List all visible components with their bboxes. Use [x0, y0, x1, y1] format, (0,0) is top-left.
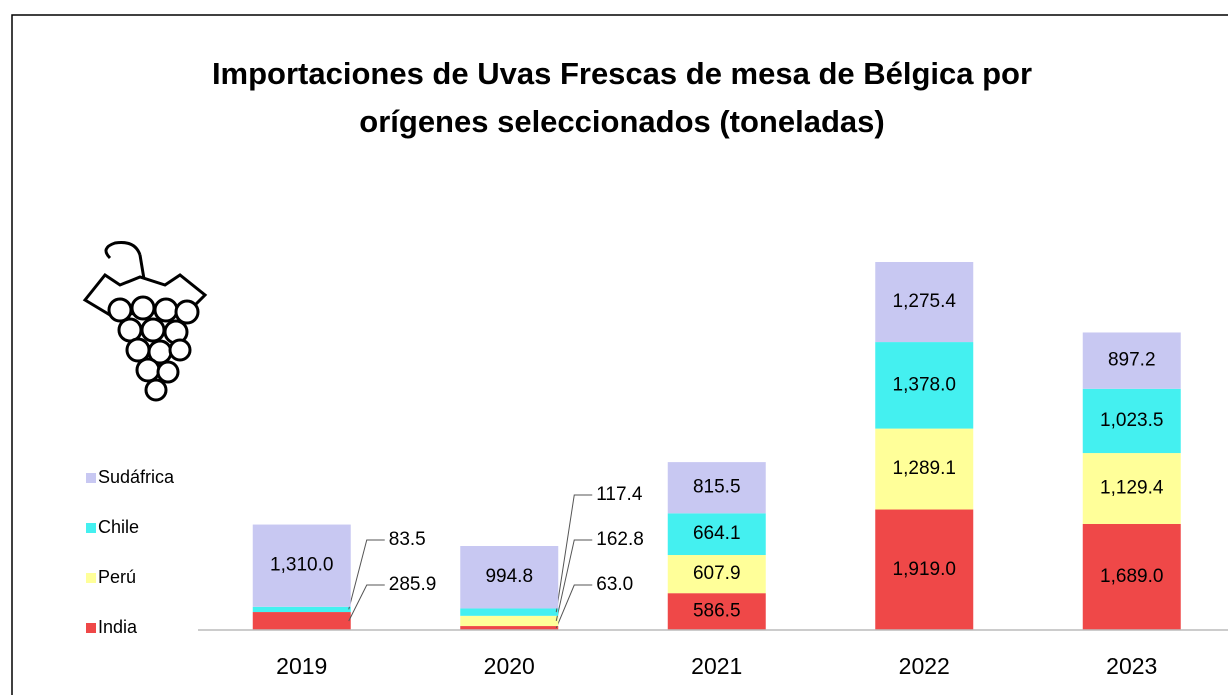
data-label: 162.8	[596, 529, 644, 550]
bar-segment	[667, 593, 766, 630]
data-label: 1,129.4	[1100, 478, 1164, 499]
x-tick-label: 2021	[691, 653, 742, 679]
chart-title: Importaciones de Uvas Frescas de mesa de…	[212, 56, 1032, 91]
bar-segment	[460, 626, 559, 630]
chart-title: orígenes seleccionados (toneladas)	[359, 104, 884, 139]
bar-segment	[252, 524, 351, 607]
bar-segment	[875, 262, 974, 343]
data-label: 1,023.5	[1100, 410, 1163, 431]
data-label: 1,689.0	[1100, 566, 1163, 587]
data-label: 897.2	[1108, 350, 1156, 371]
data-label: 994.8	[485, 566, 533, 587]
data-label: 1,289.1	[893, 458, 956, 479]
bar-segment	[875, 509, 974, 630]
data-label: 117.4	[596, 484, 643, 505]
bar-segment	[667, 462, 766, 514]
bar-segment	[460, 608, 559, 616]
legend-label: Perú	[98, 567, 136, 587]
bar-segment	[667, 555, 766, 594]
data-label: 1,378.0	[893, 374, 956, 395]
bar-segment	[1082, 453, 1181, 524]
x-tick-label: 2020	[484, 653, 535, 679]
data-label: 63.0	[596, 574, 633, 595]
data-label: 607.9	[693, 563, 741, 584]
bar-segment	[460, 615, 559, 627]
x-tick-label: 2019	[276, 653, 327, 679]
bar-segment	[1082, 332, 1181, 389]
data-label: 285.9	[389, 574, 437, 595]
legend-label: India	[98, 617, 138, 637]
bar-segment	[1082, 388, 1181, 454]
legend-swatch	[86, 473, 96, 483]
x-tick-label: 2023	[1106, 653, 1157, 679]
legend-swatch	[86, 623, 96, 633]
legend-swatch	[86, 523, 96, 533]
bar-segment	[252, 606, 351, 613]
bar-segment	[252, 612, 351, 630]
bar-segment	[1082, 523, 1181, 630]
data-label: 586.5	[693, 601, 741, 622]
leader-line	[348, 539, 385, 610]
legend-swatch	[86, 573, 96, 583]
data-label: 1,310.0	[270, 555, 333, 576]
data-label: 1,275.4	[893, 291, 957, 312]
data-label: 664.1	[693, 523, 741, 544]
data-label: 83.5	[389, 529, 426, 550]
data-label: 1,919.0	[893, 559, 956, 580]
leader-line	[555, 584, 593, 629]
bar-segment	[875, 342, 974, 429]
x-tick-label: 2022	[899, 653, 950, 679]
bar-segment	[667, 513, 766, 556]
bar-segment	[875, 428, 974, 510]
bar-segment	[460, 545, 559, 609]
legend-label: Sudáfrica	[98, 467, 175, 487]
leader-line	[555, 494, 593, 613]
frame	[11, 14, 1228, 695]
leader-line	[348, 584, 385, 622]
legend-label: Chile	[98, 517, 139, 537]
data-label: 815.5	[693, 477, 741, 498]
grape-icon	[82, 241, 208, 402]
leader-line	[555, 539, 593, 622]
